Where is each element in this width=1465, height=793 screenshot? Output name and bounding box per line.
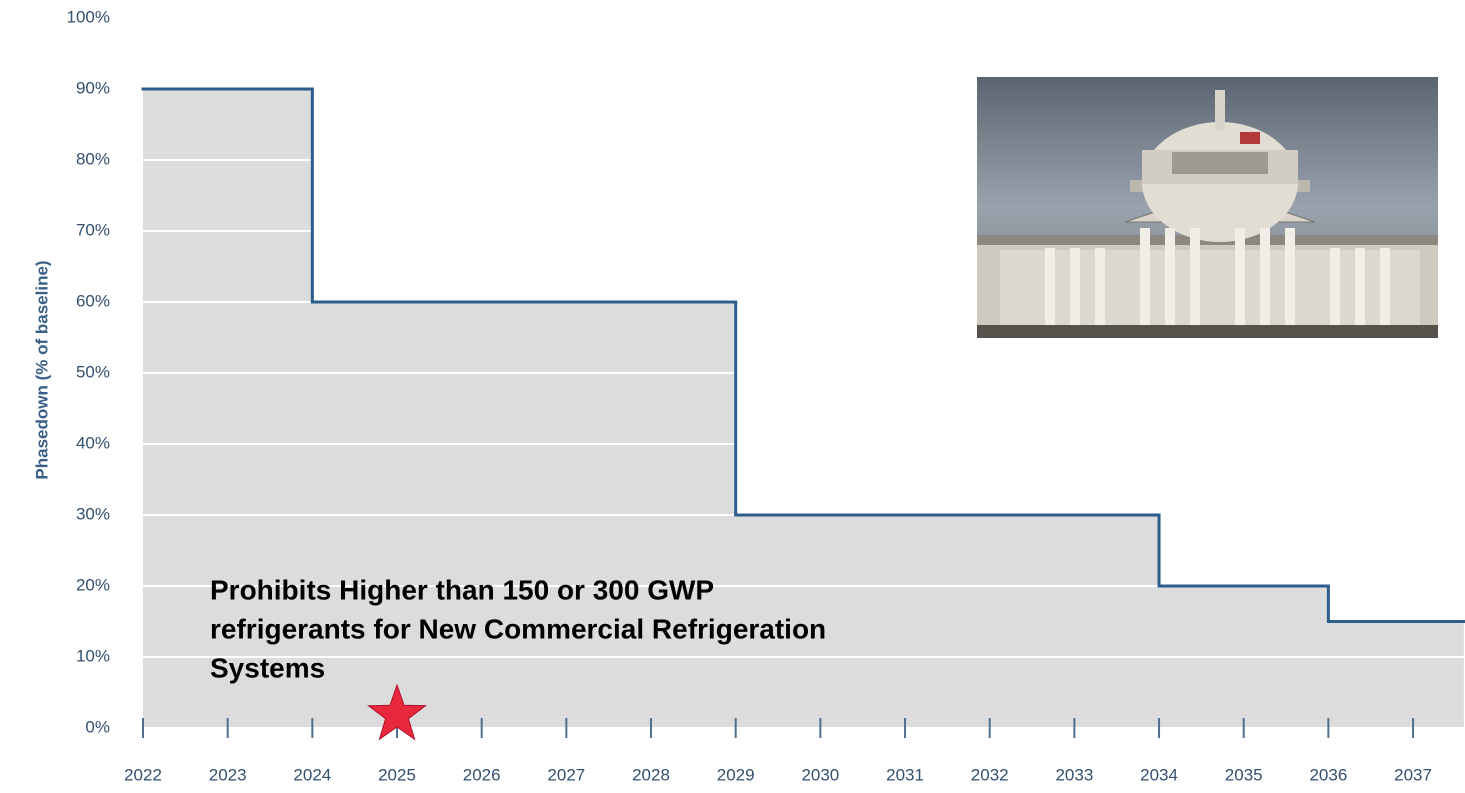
- x-tick-label: 2022: [124, 765, 162, 784]
- annotation-line: Systems: [210, 652, 325, 683]
- x-tick-label: 2037: [1394, 765, 1432, 784]
- annotation-line: refrigerants for New Commercial Refriger…: [210, 613, 826, 644]
- capitol-photo: [977, 77, 1438, 338]
- y-tick-label: 10%: [76, 646, 110, 665]
- y-tick-label: 20%: [76, 575, 110, 594]
- x-tick-label: 2031: [886, 765, 924, 784]
- y-tick-label: 60%: [76, 291, 110, 310]
- y-tick-label: 100%: [67, 7, 110, 26]
- y-axis-title: Phasedown (% of baseline): [32, 260, 51, 479]
- y-tick-label: 90%: [76, 78, 110, 97]
- x-tick-label: 2026: [463, 765, 501, 784]
- x-tick-label: 2030: [801, 765, 839, 784]
- x-tick-label: 2029: [717, 765, 755, 784]
- y-tick-label: 80%: [76, 149, 110, 168]
- area-segment: [1328, 621, 1464, 728]
- x-tick-label: 2035: [1225, 765, 1263, 784]
- y-tick-label: 0%: [85, 717, 110, 736]
- x-tick-label: 2023: [209, 765, 247, 784]
- y-tick-label: 30%: [76, 504, 110, 523]
- x-tick-label: 2028: [632, 765, 670, 784]
- area-segment: [735, 515, 1160, 728]
- y-tick-label: 50%: [76, 362, 110, 381]
- x-tick-label: 2027: [547, 765, 585, 784]
- x-tick-label: 2025: [378, 765, 416, 784]
- x-tick-label: 2033: [1055, 765, 1093, 784]
- x-tick-label: 2036: [1309, 765, 1347, 784]
- highlight-star: [367, 683, 427, 741]
- area-segment: [143, 89, 313, 728]
- x-tick-label: 2024: [293, 765, 331, 784]
- y-tick-label: 70%: [76, 220, 110, 239]
- x-tick-label: 2032: [971, 765, 1009, 784]
- y-tick-label: 40%: [76, 433, 110, 452]
- x-tick-label: 2034: [1140, 765, 1178, 784]
- annotation-line: Prohibits Higher than 150 or 300 GWP: [210, 574, 714, 605]
